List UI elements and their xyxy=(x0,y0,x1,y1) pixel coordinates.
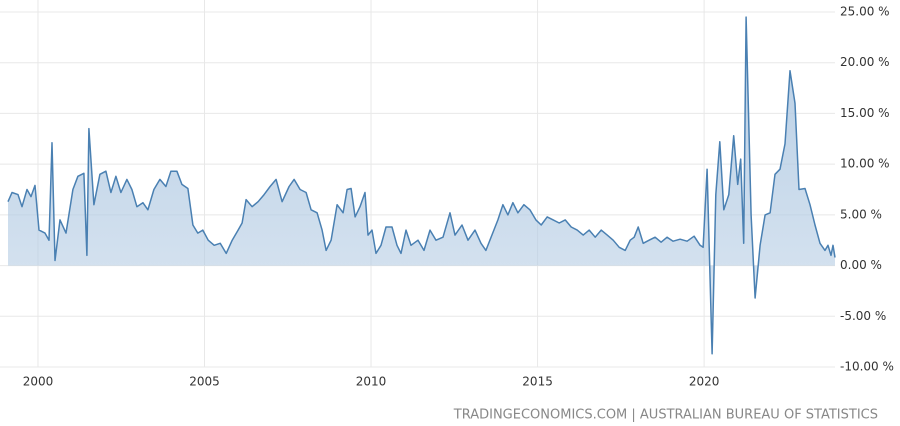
x-tick-label: 2015 xyxy=(522,375,553,389)
x-tick-label: 2010 xyxy=(356,375,387,389)
x-tick-label: 2020 xyxy=(689,375,720,389)
x-tick-label: 2000 xyxy=(23,375,54,389)
area xyxy=(8,17,835,354)
source: TRADINGECONOMICS.COM | AUSTRALIAN BUREAU… xyxy=(453,408,878,423)
y-tick-label: 5.00 % xyxy=(840,207,882,221)
line xyxy=(7,16,836,355)
x-tick-label: 2005 xyxy=(189,375,220,389)
y-tick-label: -10.00 % xyxy=(840,360,894,374)
y-tick-label: 15.00 % xyxy=(840,106,890,120)
y-tick-label: 25.00 % xyxy=(840,5,890,19)
y-tick-label: 20.00 % xyxy=(840,55,890,69)
y-tick-label: 10.00 % xyxy=(840,157,890,171)
y-tick-label: 0.00 % xyxy=(840,258,882,272)
y-tick-label: -5.00 % xyxy=(840,309,886,323)
